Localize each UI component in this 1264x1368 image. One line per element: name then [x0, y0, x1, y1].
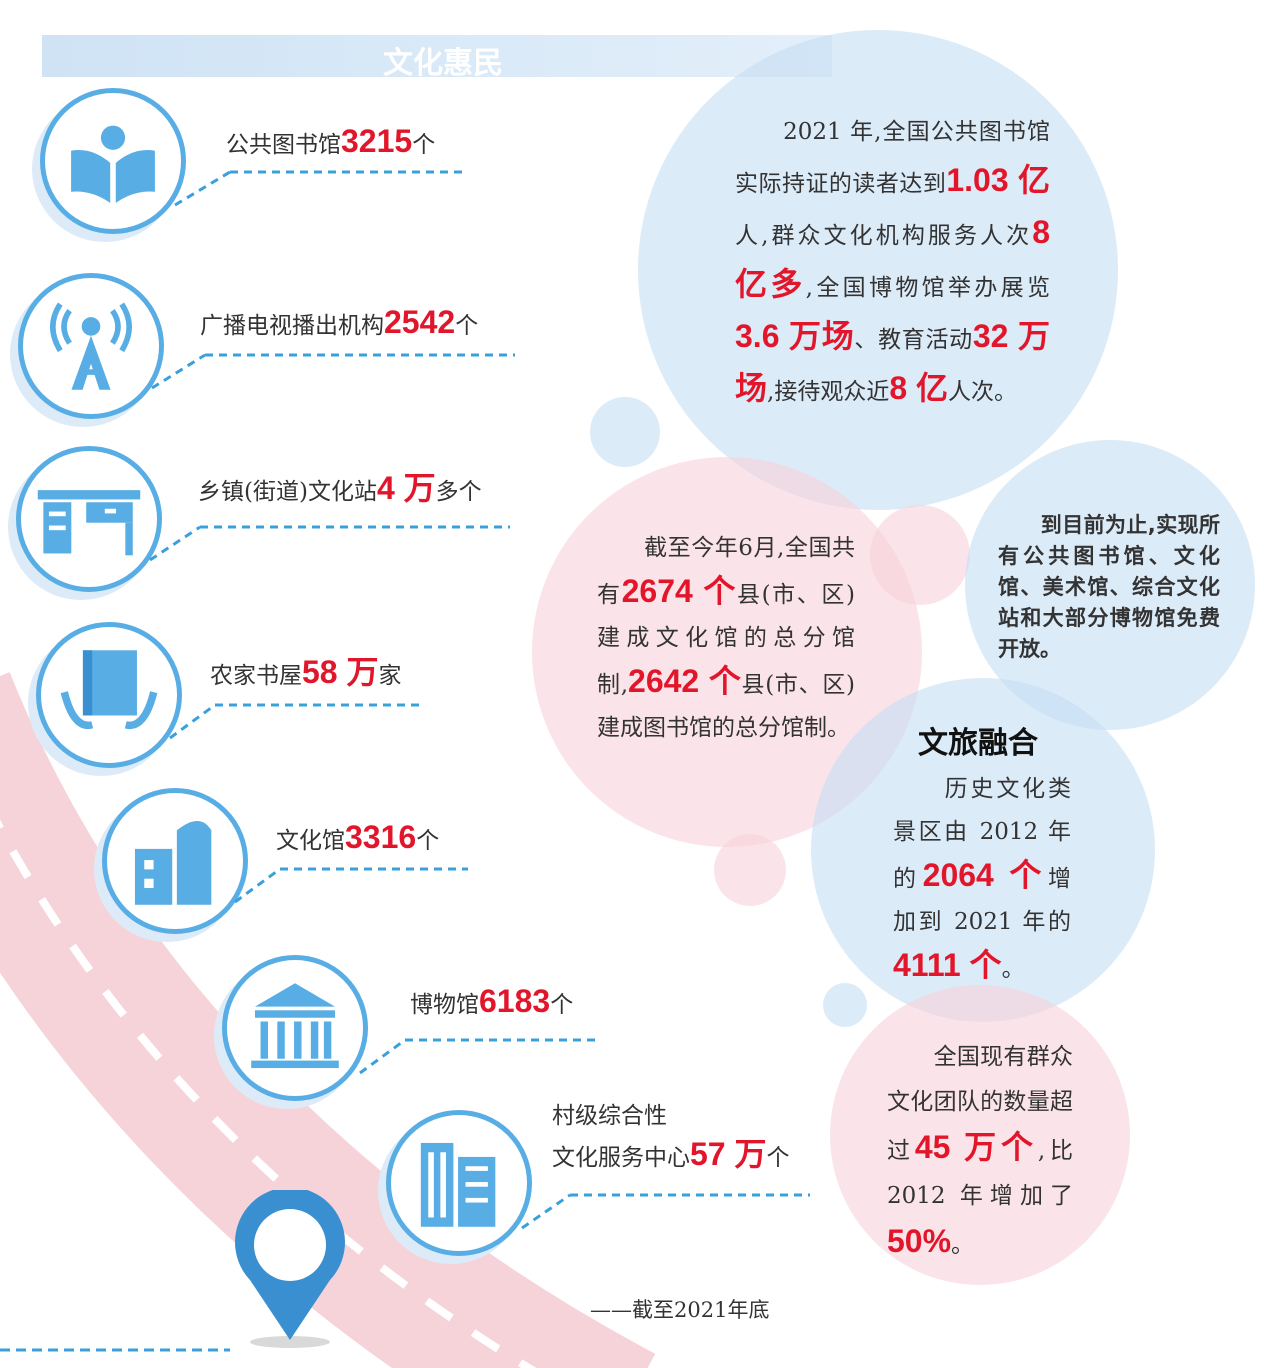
text-segment: 、教育活动 [854, 327, 973, 353]
stat-unit: 个 [550, 992, 574, 1018]
stat-label: 乡镇(街道)文化站4 万多个 [198, 469, 482, 511]
stat-name: 乡镇(街道)文化站 [198, 479, 377, 505]
tourism-title: 文旅融合 [918, 726, 1038, 761]
highlight-number: 2674 个 [621, 573, 737, 609]
library-reader-icon [40, 88, 186, 234]
bubble-dot [823, 983, 867, 1027]
stat-label: 公共图书馆3215个 [226, 122, 435, 164]
text-segment: 全国现有群众文化团队的数量超过 [887, 1044, 1073, 1164]
highlight-number: 1.03 亿 [946, 162, 1050, 198]
highlight-number: 4111 个 [893, 947, 1002, 983]
stat-unit: 个 [412, 132, 436, 158]
stat-value: 2542 [384, 304, 456, 340]
highlight-number: 8 亿 [889, 370, 949, 406]
text-segment: 人,群众文化机构服务人次 [735, 223, 1033, 249]
bubble-dot [590, 397, 660, 467]
stat-label: 广播电视播出机构2542个 [200, 303, 478, 345]
text-segment: ,全国博物馆举办展览 [805, 275, 1050, 301]
text-segment: 截至今年6月,全国共有 [597, 535, 855, 608]
text-segment: 县(市、区)建成图书馆的总分馆制。 [597, 672, 856, 741]
text-segment: 2021 年,全国公共图书馆实际持证的读者达到 [735, 119, 1050, 197]
stat-unit: 个 [766, 1145, 790, 1171]
culture-station-desk-icon [16, 446, 162, 592]
book-hands-icon [36, 622, 182, 768]
stat-label: 村级综合性文化服务中心57 万个 [552, 1097, 790, 1177]
stat-name: 农家书屋 [210, 663, 302, 689]
text-segment: 增加到 2021 年的 [893, 866, 1071, 935]
stat-value: 6183 [479, 983, 551, 1019]
free-access-paragraph: 到目前为止,实现所有公共图书馆、文化馆、美术馆、综合文化站和大部分博物馆免费开放… [998, 510, 1220, 665]
stat-value: 57 万 [690, 1136, 767, 1172]
stat-value: 4 万 [376, 470, 436, 506]
highlight-number: 3.6 万场 [735, 318, 855, 354]
bubble-tourism [811, 678, 1155, 1022]
text-segment: 到目前为止,实现所有公共图书馆、文化馆、美术馆、综合文化站和大部分博物馆免费开放… [998, 513, 1220, 661]
highlight-number: 50% [887, 1223, 952, 1259]
museum-icon [222, 955, 368, 1101]
culture-hall-building-icon [102, 788, 248, 934]
highlight-number: 8 亿多 [735, 214, 1050, 302]
highlight-number: 45 万个 [914, 1129, 1038, 1165]
footer-note: ——截至2021年底 [590, 1298, 770, 1322]
stat-label: 农家书屋58 万家 [210, 653, 402, 695]
groups-paragraph: 全国现有群众文化团队的数量超过45 万个,比 2012 年增加了 50%。 [887, 1035, 1073, 1268]
text-segment: ,接待观众近 [767, 379, 890, 405]
stat-unit: 个 [455, 313, 479, 339]
header-band [42, 35, 832, 77]
stat-name: 村级综合性 [552, 1103, 667, 1129]
bubble-readers [638, 30, 1118, 510]
location-pin-icon [235, 1190, 345, 1348]
readers-paragraph: 2021 年,全国公共图书馆实际持证的读者达到1.03 亿人,群众文化机构服务人… [735, 108, 1050, 416]
text-segment: 人次。 [948, 379, 1018, 405]
highlight-number: 32 万场 [735, 318, 1050, 406]
stat-label: 博物馆6183个 [410, 982, 573, 1024]
stat-unit: 个 [416, 828, 440, 854]
text-segment: 县(市、区)建成文化馆的总分馆制, [597, 582, 855, 698]
service-center-building-icon [386, 1110, 532, 1256]
stat-name-line2: 文化服务中心 [552, 1145, 690, 1171]
bubble-groups [830, 985, 1130, 1285]
stat-unit: 家 [378, 663, 402, 689]
stat-value: 3316 [345, 819, 417, 855]
text-segment: ,比 2012 年增加了 [887, 1138, 1073, 1209]
text-segment: 。 [951, 1232, 975, 1258]
stat-name: 公共图书馆 [226, 132, 341, 158]
branch-system-paragraph: 截至今年6月,全国共有2674 个县(市、区)建成文化馆的总分馆制,2642 个… [597, 527, 855, 750]
highlight-number: 2642 个 [628, 663, 742, 699]
stat-name: 文化馆 [276, 828, 345, 854]
broadcast-tower-icon [18, 273, 164, 419]
text-segment: 历史文化类景区由 2012 年的 [893, 776, 1071, 892]
bubble-dot [870, 505, 970, 605]
bubble-dot [714, 834, 786, 906]
stat-name: 广播电视播出机构 [200, 313, 384, 339]
stat-value: 3215 [341, 123, 413, 159]
stat-unit: 多个 [435, 479, 482, 505]
stat-label: 文化馆3316个 [276, 818, 439, 860]
highlight-number: 2064 个 [922, 857, 1048, 893]
page-title: 文化惠民 [383, 46, 503, 81]
stat-name: 博物馆 [410, 992, 479, 1018]
text-segment: 。 [1001, 956, 1025, 982]
tourism-paragraph: 历史文化类景区由 2012 年的2064 个增加到 2021 年的 4111 个。 [893, 768, 1071, 991]
stat-value: 58 万 [302, 654, 379, 690]
